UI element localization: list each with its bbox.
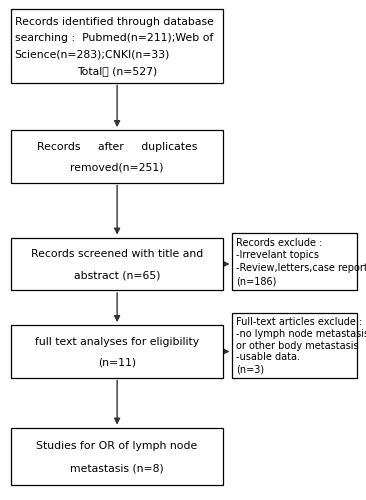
Text: abstract (n=65): abstract (n=65) [74,270,160,280]
Text: metastasis (n=8): metastasis (n=8) [70,464,164,474]
Text: Studies for OR of lymph node: Studies for OR of lymph node [37,441,198,451]
Text: -Irrevelant topics: -Irrevelant topics [236,250,319,260]
Text: (n=3): (n=3) [236,364,264,374]
FancyBboxPatch shape [232,232,357,290]
FancyBboxPatch shape [11,325,223,378]
FancyBboxPatch shape [11,8,223,83]
Text: Records identified through database: Records identified through database [15,16,213,26]
Text: Full-text articles exclude :: Full-text articles exclude : [236,317,362,327]
Text: Total： (n=527): Total： (n=527) [77,66,157,76]
FancyBboxPatch shape [11,130,223,182]
Text: or other body metastasis: or other body metastasis [236,340,359,350]
Text: removed(n=251): removed(n=251) [70,163,164,173]
Text: full text analyses for eligibility: full text analyses for eligibility [35,337,199,347]
Text: -no lymph node metastasis: -no lymph node metastasis [236,329,366,339]
Text: Records     after     duplicates: Records after duplicates [37,142,197,152]
FancyBboxPatch shape [232,312,357,378]
Text: -usable data.: -usable data. [236,352,300,362]
Text: searching :  Pubmed(n=211);Web of: searching : Pubmed(n=211);Web of [15,33,213,43]
Text: Science(n=283);CNKI(n=33): Science(n=283);CNKI(n=33) [15,50,170,59]
Text: -Review,letters,case report: -Review,letters,case report [236,264,366,274]
Text: (n=186): (n=186) [236,276,276,286]
FancyBboxPatch shape [11,428,223,485]
FancyBboxPatch shape [11,238,223,290]
Text: (n=11): (n=11) [98,358,136,368]
Text: Records screened with title and: Records screened with title and [31,250,203,260]
Text: Records exclude :: Records exclude : [236,238,322,248]
